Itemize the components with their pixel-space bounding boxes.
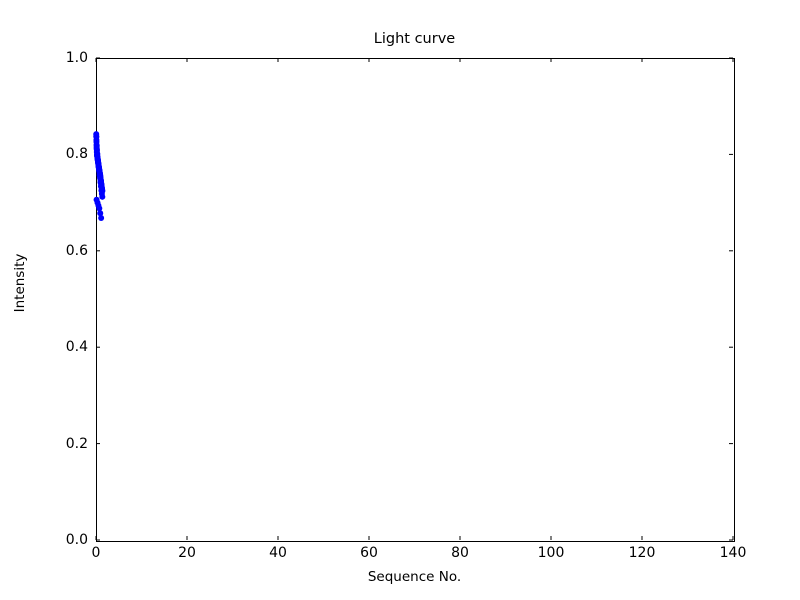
axes-frame (96, 58, 735, 542)
x-tick-label: 20 (178, 545, 196, 561)
chart-title: Light curve (373, 31, 456, 47)
x-tick-label: 120 (628, 545, 656, 561)
x-tick-label: 100 (537, 545, 565, 561)
scatter-series-light-curve (93, 131, 106, 222)
y-tick-label: 0.6 (65, 242, 88, 259)
y-tick-label: 1.0 (65, 50, 88, 66)
x-tick-label: 80 (451, 545, 469, 561)
x-axis-label: Sequence No. (367, 569, 462, 585)
y-axis-label: Intensity (12, 253, 28, 313)
y-tick-label: 0.4 (65, 339, 88, 356)
x-tick-label: 40 (269, 545, 287, 561)
x-tick-label: 140 (719, 545, 747, 561)
x-tick-label: 0 (91, 545, 101, 561)
x-tick-label: 60 (360, 545, 378, 561)
y-tick-label: 0.2 (65, 435, 88, 452)
y-tick-label: 0.8 (65, 146, 88, 163)
y-tick-label: 0.0 (65, 532, 88, 548)
plot-area (93, 57, 734, 541)
tick-marks (95, 57, 734, 541)
